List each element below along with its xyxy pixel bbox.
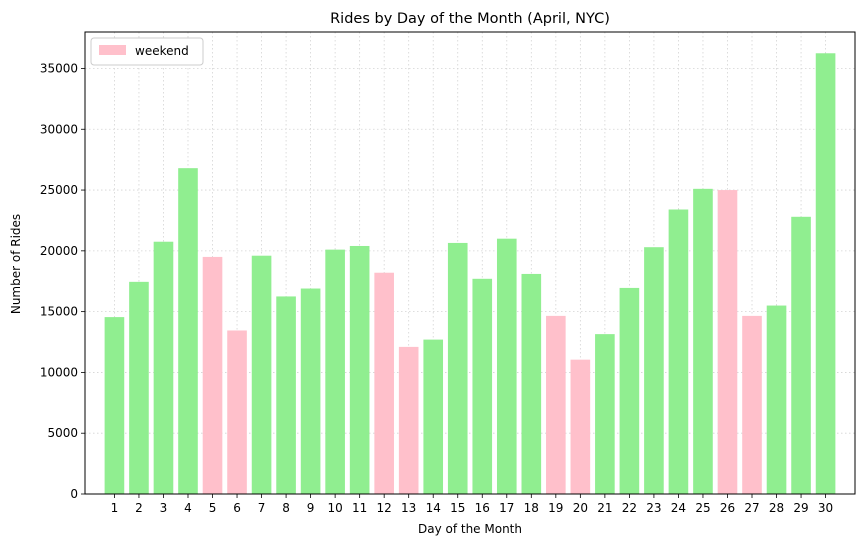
bars <box>104 53 836 495</box>
bar-day-29 <box>791 216 811 495</box>
legend-label-weekend: weekend <box>135 44 189 58</box>
bar-day-12 <box>374 272 394 494</box>
bar-day-21 <box>595 334 615 494</box>
y-tick-label: 25000 <box>40 183 78 197</box>
x-tick-label: 29 <box>793 501 808 515</box>
x-tick-label: 22 <box>622 501 637 515</box>
axes <box>81 31 856 498</box>
x-tick-label: 30 <box>818 501 833 515</box>
x-tick-label: 12 <box>377 501 392 515</box>
y-tick-label: 20000 <box>40 244 78 258</box>
bar-day-7 <box>251 255 272 494</box>
y-tick-label: 30000 <box>40 122 78 136</box>
y-tick-label: 5000 <box>47 426 78 440</box>
x-tick-label: 4 <box>184 501 192 515</box>
x-tick-label: 16 <box>475 501 490 515</box>
bar-day-8 <box>276 296 296 494</box>
plot-frame <box>84 31 856 495</box>
bar-day-22 <box>619 287 640 494</box>
x-tick-label: 25 <box>695 501 710 515</box>
bar-day-1 <box>104 317 125 494</box>
bar-day-15 <box>447 242 468 494</box>
bar-day-3 <box>153 241 174 494</box>
x-tick-label: 7 <box>258 501 266 515</box>
x-tick-label: 6 <box>233 501 241 515</box>
bar-day-28 <box>766 305 787 494</box>
bar-day-17 <box>496 238 517 494</box>
y-tick-labels: 0 5000 10000 15000 20000 25000 30000 35000 <box>40 61 78 501</box>
x-tick-labels: 1 2 3 4 5 6 7 8 9 10 11 12 13 14 15 16 17 18 19 20 21 22 23 24 2… <box>111 501 834 515</box>
x-tick-label: 19 <box>548 501 563 515</box>
x-tick-label: 20 <box>573 501 588 515</box>
x-tick-label: 5 <box>209 501 217 515</box>
chart-title: Rides by Day of the Month (April, NYC) <box>330 11 610 27</box>
legend-swatch-weekend <box>99 45 126 55</box>
bar-day-26 <box>717 190 738 495</box>
bar-day-11 <box>349 245 370 494</box>
x-tick-label: 23 <box>646 501 661 515</box>
x-tick-label: 28 <box>769 501 784 515</box>
x-axis-label: Day of the Month <box>418 522 522 536</box>
x-tick-label: 3 <box>160 501 168 515</box>
bar-day-13 <box>398 346 419 494</box>
y-tick-label: 15000 <box>40 305 78 319</box>
bar-day-10 <box>325 249 345 494</box>
bar-day-6 <box>227 330 247 494</box>
bar-day-19 <box>546 315 566 494</box>
x-tick-label: 18 <box>524 501 539 515</box>
bar-day-25 <box>693 188 713 494</box>
x-tick-label: 26 <box>720 501 735 515</box>
x-tick-label: 17 <box>499 501 514 515</box>
bar-day-27 <box>742 315 762 494</box>
x-tick-label: 9 <box>307 501 315 515</box>
legend: weekend <box>90 37 204 66</box>
bar-day-20 <box>570 359 591 494</box>
x-tick-label: 15 <box>450 501 465 515</box>
x-tick-label: 2 <box>135 501 143 515</box>
legend-frame <box>90 37 204 66</box>
bar-day-16 <box>472 278 493 494</box>
bar-day-4 <box>178 168 198 494</box>
bar-day-9 <box>300 288 321 494</box>
x-tick-label: 14 <box>426 501 441 515</box>
x-tick-label: 24 <box>671 501 686 515</box>
y-tick-label: 35000 <box>40 61 78 75</box>
bar-day-18 <box>521 273 542 494</box>
x-tick-label: 27 <box>744 501 759 515</box>
bar-day-5 <box>202 256 223 494</box>
x-tick-label: 10 <box>327 501 342 515</box>
x-tick-label: 11 <box>352 501 367 515</box>
x-tick-label: 13 <box>401 501 416 515</box>
y-axis-label: Number of Rides <box>9 214 23 314</box>
bar-day-24 <box>668 209 689 495</box>
bar-day-2 <box>129 281 149 494</box>
y-tick-label: 10000 <box>40 365 78 379</box>
y-tick-label: 0 <box>70 487 78 501</box>
bar-day-23 <box>644 247 664 494</box>
x-tick-label: 21 <box>597 501 612 515</box>
x-tick-label: 8 <box>282 501 290 515</box>
bar-day-30 <box>815 53 836 495</box>
bar-day-14 <box>423 339 444 494</box>
x-tick-label: 1 <box>111 501 119 515</box>
